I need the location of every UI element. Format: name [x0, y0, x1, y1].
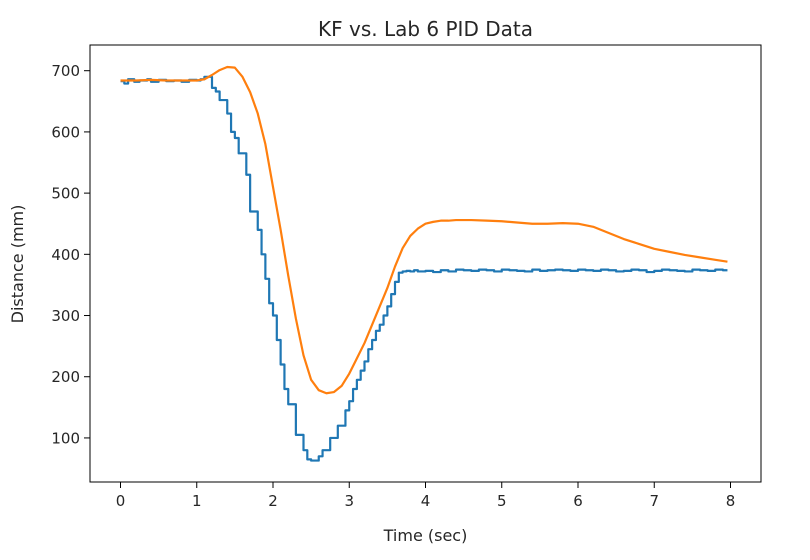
y-tick-label: 200	[51, 368, 80, 386]
y-tick-label: 300	[51, 307, 80, 325]
x-tick-label: 7	[649, 492, 659, 510]
x-tick-label: 6	[573, 492, 583, 510]
x-axis: 0 1 2 3 4 5 6 7 8	[116, 482, 736, 510]
y-tick-label: 500	[51, 185, 80, 203]
x-tick-label: 5	[497, 492, 507, 510]
x-tick-label: 1	[192, 492, 202, 510]
series-layer	[120, 65, 728, 462]
y-tick-label: 700	[51, 62, 80, 80]
x-tick-label: 0	[116, 492, 126, 510]
y-axis-label: Distance (mm)	[8, 205, 27, 324]
chart-title: KF vs. Lab 6 PID Data	[318, 17, 533, 41]
x-tick-label: 8	[726, 492, 736, 510]
y-tick-label: 100	[51, 429, 80, 447]
y-axis: 100 200 300 400 500 600 700	[51, 62, 90, 447]
y-tick-label: 600	[51, 123, 80, 141]
x-tick-label: 2	[268, 492, 278, 510]
x-tick-label: 3	[344, 492, 354, 510]
x-axis-label: Time (sec)	[383, 526, 468, 545]
x-tick-label: 4	[421, 492, 431, 510]
y-tick-label: 400	[51, 246, 80, 264]
series-line-2	[120, 65, 728, 395]
series-line-1	[120, 75, 728, 462]
